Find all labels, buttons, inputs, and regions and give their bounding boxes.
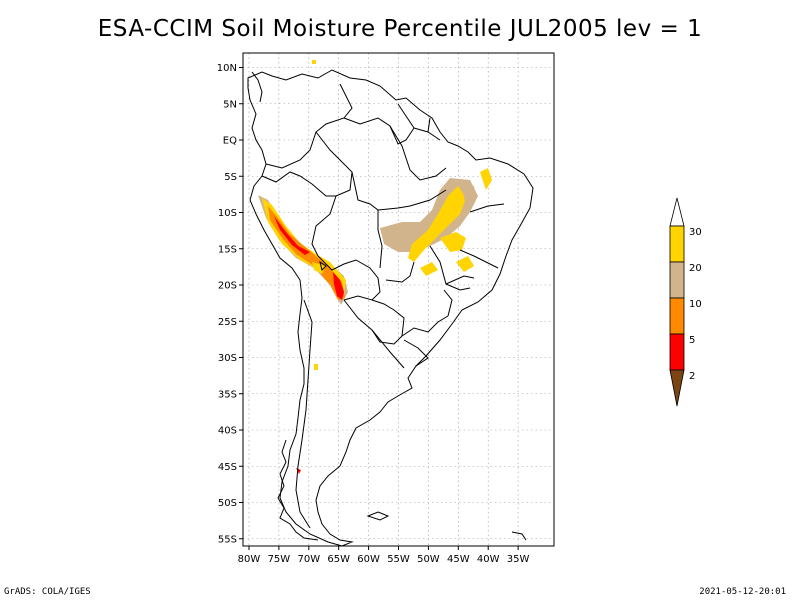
central-america bbox=[251, 71, 263, 103]
colorbar-labels: 30 20 10 5 2 bbox=[689, 227, 702, 382]
patch-brazil-20-30-b bbox=[440, 232, 466, 252]
colorbar-label: 2 bbox=[689, 371, 695, 382]
patch-bolivia-2-5 bbox=[333, 272, 344, 300]
lon-tick-label: 70W bbox=[297, 554, 320, 565]
lon-tick-label: 50W bbox=[417, 554, 440, 565]
lon-tick-label: 75W bbox=[268, 554, 291, 565]
patch-brazil-10-20-b bbox=[462, 186, 476, 206]
patch-bolivia-20-30 bbox=[312, 262, 326, 274]
lat-tick-label: 10N bbox=[217, 63, 237, 74]
border-argentina-chile bbox=[295, 299, 313, 529]
border-uruguay bbox=[403, 339, 429, 367]
percentile-patches bbox=[258, 60, 492, 474]
footer-timestamp: 2021-05-12-20:01 bbox=[699, 587, 786, 597]
colorbar-label: 30 bbox=[689, 227, 702, 238]
lat-tick-label: 5N bbox=[223, 99, 237, 110]
lon-tick-label: 40W bbox=[477, 554, 500, 565]
lon-tick-label: 35W bbox=[507, 554, 530, 565]
colorbar-label: 10 bbox=[689, 299, 702, 310]
lat-tick-label: 5S bbox=[224, 172, 237, 183]
lon-tick-label: 45W bbox=[447, 554, 470, 565]
lon-tick-label: 55W bbox=[387, 554, 410, 565]
border-brazil-west bbox=[311, 131, 353, 257]
colorbar-label: 20 bbox=[689, 263, 702, 274]
colorbar-bottom-triangle bbox=[669, 369, 685, 407]
lat-tick-label: 35S bbox=[218, 389, 237, 400]
colorbar-5-10 bbox=[669, 297, 685, 335]
border-guyanas bbox=[413, 117, 441, 141]
lat-tick-label: 40S bbox=[218, 426, 237, 437]
lat-tick-label: 50S bbox=[218, 498, 237, 509]
border-peru-north bbox=[261, 171, 336, 197]
colorbar-label: 5 bbox=[689, 335, 695, 346]
lat-tick-label: 10S bbox=[218, 208, 237, 219]
longitude-axis: 80W 75W 70W 65W 60W 55W 50W 45W 40W 35W bbox=[238, 546, 530, 565]
lat-tick-label: 20S bbox=[218, 281, 237, 292]
patch-brazil-20-30-c bbox=[480, 168, 492, 190]
border-argentina-north bbox=[343, 299, 405, 369]
latitude-axis: 10N 5N EQ 5S 10S 15S 20S 25S 30S 35S 40S 45S 50S 55S bbox=[217, 63, 243, 545]
border-venezuela bbox=[343, 103, 415, 145]
patch-small-30s bbox=[314, 364, 318, 370]
lat-tick-label: 25S bbox=[218, 317, 237, 328]
lon-tick-label: 65W bbox=[327, 554, 350, 565]
border-colombia bbox=[265, 83, 353, 169]
colorbar-20-30 bbox=[669, 225, 685, 263]
patch-north-coast bbox=[312, 60, 316, 64]
patch-brazil-20-30-d bbox=[456, 256, 474, 272]
lat-tick-label: 15S bbox=[218, 244, 237, 255]
plot-title: ESA-CCIM Soil Moisture Percentile JUL200… bbox=[97, 16, 703, 42]
falklands bbox=[366, 511, 390, 521]
coastlines-and-borders bbox=[247, 69, 534, 547]
border-brazil-south bbox=[401, 315, 449, 337]
lat-tick-label: 45S bbox=[218, 462, 237, 473]
patch-brazil-20-30-a bbox=[408, 186, 466, 262]
patch-andes-2-5 bbox=[274, 216, 310, 255]
lon-tick-label: 60W bbox=[357, 554, 380, 565]
colorbar-top-triangle bbox=[669, 197, 685, 227]
patch-brazil-20-30-e bbox=[420, 262, 438, 276]
lat-tick-label: EQ bbox=[223, 136, 237, 147]
small-island bbox=[511, 531, 527, 541]
footer-credit: GrADS: COLA/IGES bbox=[4, 587, 91, 597]
south-america-coastline bbox=[247, 69, 534, 547]
chile-fjords bbox=[277, 439, 319, 541]
lake-titicaca bbox=[319, 260, 327, 271]
colorbar bbox=[669, 197, 685, 407]
lon-tick-label: 80W bbox=[238, 554, 261, 565]
colorbar-2-5 bbox=[669, 333, 685, 371]
border-bolivia bbox=[317, 255, 381, 301]
lat-tick-label: 55S bbox=[218, 534, 237, 545]
border-brazil-se bbox=[443, 275, 475, 317]
map-panel: 10N5NEQ5S10S15S20S25S30S35S40S45S50S55S … bbox=[217, 52, 555, 565]
gridlines bbox=[243, 53, 554, 546]
lat-tick-label: 30S bbox=[218, 353, 237, 364]
colorbar-10-20 bbox=[669, 261, 685, 299]
